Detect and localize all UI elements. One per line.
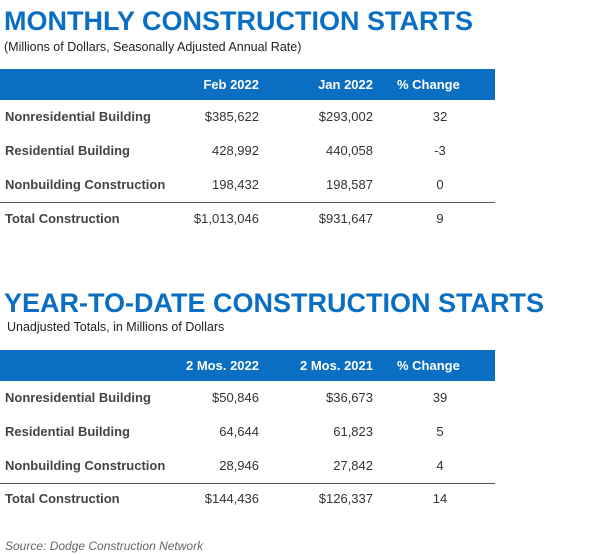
value-prior: $293,002 [318,109,373,124]
total-divider [0,483,495,484]
value-current: $144,436 [204,491,259,506]
value-current: 64,644 [219,424,259,439]
percent-change: 5 [436,424,444,439]
column-header: % Change [397,358,460,373]
row-label: Residential Building [5,143,130,158]
percent-change: 39 [432,390,448,405]
percent-change: 32 [432,109,448,124]
monthly-title: MONTHLY CONSTRUCTION STARTS [4,6,474,36]
value-prior: $126,337 [318,491,373,506]
table-row: Nonbuilding Construction 198,432 198,587 0 [0,168,495,202]
ytd-subtitle: Unadjusted Totals, in Millions of Dollar… [7,320,225,334]
value-prior: $36,673 [326,390,373,405]
value-current: $1,013,046 [193,211,259,226]
column-header: 2 Mos. 2021 [300,358,373,373]
total-divider [0,202,495,203]
row-label: Nonbuilding Construction [5,458,166,473]
table-row: Nonresidential Building $385,622 $293,002 3… [0,100,495,134]
row-label: Residential Building [5,424,130,439]
value-current: 198,432 [212,177,259,192]
row-label: Nonresidential Building [5,390,151,405]
table-row: Nonbuilding Construction 28,946 27,842 4 [0,449,495,483]
row-label: Nonresidential Building [5,109,151,124]
value-current: $50,846 [212,390,259,405]
value-prior: 27,842 [333,458,373,473]
value-current: 428,992 [212,143,259,158]
value-prior: 440,058 [326,143,373,158]
table-row: Residential Building 64,644 61,823 5 [0,415,495,449]
monthly-table: Feb 2022 Jan 2022 % Change [0,69,495,100]
table-row: Total Construction $144,436 $126,337 14 [0,482,495,516]
ytd-table: 2 Mos. 2022 2 Mos. 2021 % Change [0,350,495,381]
source-note: Source: Dodge Construction Network [5,539,204,553]
table-row: Residential Building 428,992 440,058 -3 [0,134,495,168]
row-label: Total Construction [5,491,120,506]
percent-change: 0 [436,177,444,192]
row-label: Total Construction [5,211,120,226]
column-header: % Change [397,77,460,92]
column-header: 2 Mos. 2022 [186,358,259,373]
table-header: 2 Mos. 2022 2 Mos. 2021 % Change [0,350,495,381]
column-header: Feb 2022 [203,77,259,92]
table-row: Total Construction $1,013,046 $931,647 9 [0,202,495,236]
table-row: Nonresidential Building $50,846 $36,673 39 [0,381,495,415]
value-current: $385,622 [204,109,259,124]
percent-change: -3 [434,143,446,158]
value-prior: 61,823 [333,424,373,439]
percent-change: 4 [436,458,444,473]
value-prior: $931,647 [318,211,373,226]
percent-change: 14 [432,491,448,506]
column-header: Jan 2022 [318,77,373,92]
monthly-subtitle: (Millions of Dollars, Seasonally Adjuste… [4,40,302,54]
value-current: 28,946 [219,458,259,473]
percent-change: 9 [436,211,444,226]
table-header: Feb 2022 Jan 2022 % Change [0,69,495,100]
value-prior: 198,587 [326,177,373,192]
row-label: Nonbuilding Construction [5,177,166,192]
ytd-title: YEAR-TO-DATE CONSTRUCTION STARTS [4,288,544,318]
